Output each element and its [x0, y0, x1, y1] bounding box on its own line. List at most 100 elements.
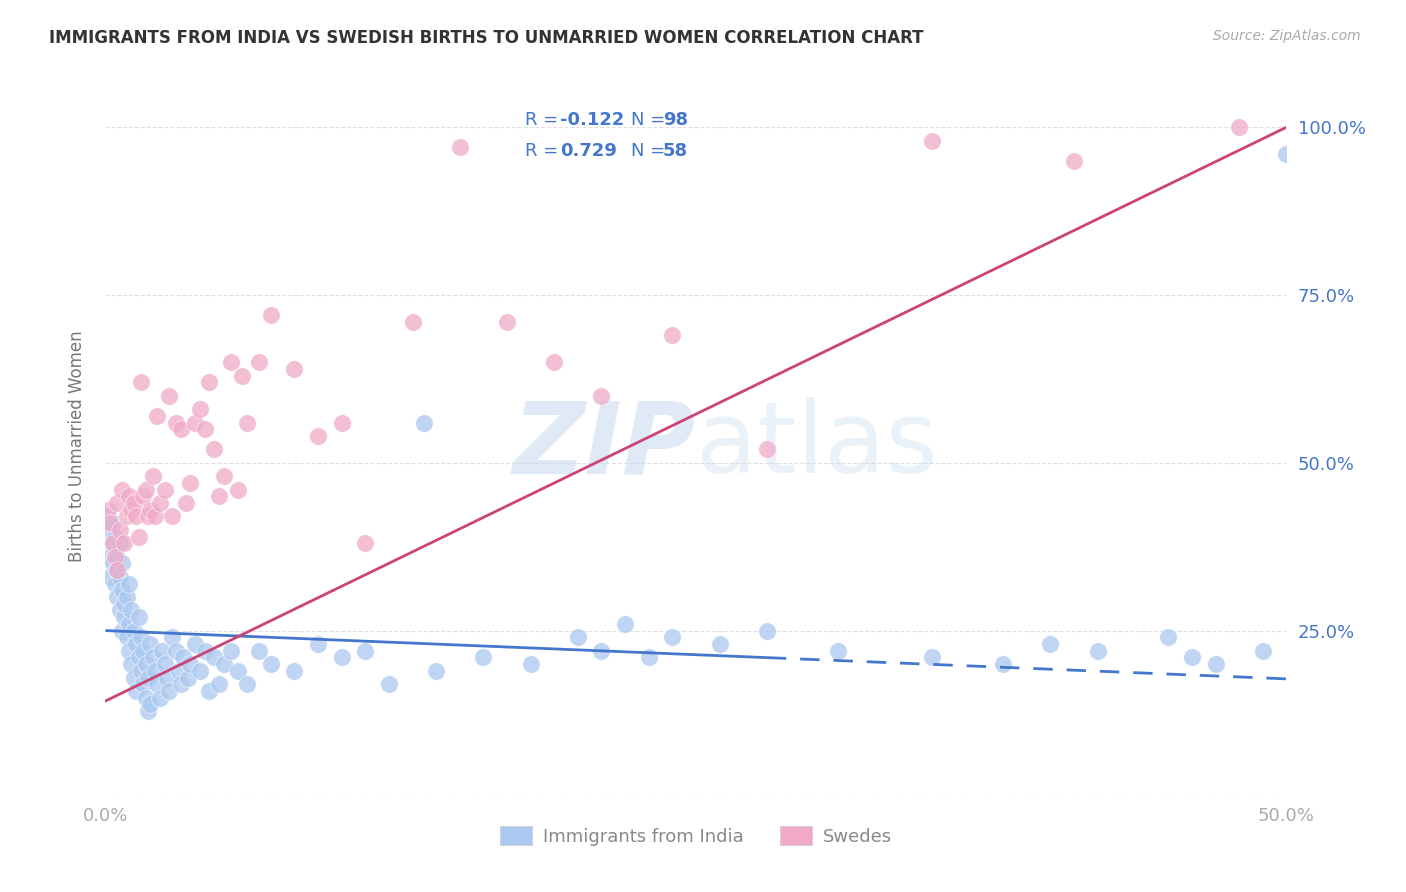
Point — [591, 643, 613, 657]
Point — [108, 523, 131, 537]
Point — [120, 502, 142, 516]
Point — [136, 704, 159, 718]
Point — [98, 549, 121, 564]
Point — [135, 483, 157, 497]
Point — [111, 624, 134, 638]
Point — [1251, 643, 1274, 657]
Point — [202, 650, 225, 665]
Point — [160, 630, 183, 644]
Text: atlas: atlas — [696, 398, 938, 494]
Point — [413, 416, 436, 430]
Point — [827, 643, 849, 657]
Point — [105, 563, 128, 577]
Point — [661, 630, 683, 644]
Point — [208, 489, 231, 503]
Point — [184, 416, 207, 430]
Point — [307, 429, 329, 443]
Point — [226, 664, 249, 678]
Point — [198, 376, 221, 390]
Y-axis label: Births to Unmarried Women: Births to Unmarried Women — [67, 330, 86, 562]
Point — [111, 483, 134, 497]
Point — [236, 677, 259, 691]
Point — [104, 530, 127, 544]
Point — [202, 442, 225, 457]
Point — [139, 698, 162, 712]
Point — [260, 308, 283, 322]
Point — [219, 355, 242, 369]
Text: 98: 98 — [662, 112, 688, 129]
Legend: Immigrants from India, Swedes: Immigrants from India, Swedes — [492, 818, 900, 853]
Point — [194, 643, 217, 657]
Point — [709, 637, 731, 651]
Point — [247, 355, 270, 369]
Point — [156, 671, 179, 685]
Point — [519, 657, 541, 672]
Point — [401, 315, 423, 329]
Point — [425, 664, 447, 678]
Text: N =: N = — [631, 112, 671, 129]
Point — [179, 657, 201, 672]
Text: -0.122: -0.122 — [560, 112, 624, 129]
Text: R =: R = — [524, 112, 564, 129]
Point — [97, 536, 120, 550]
Point — [115, 630, 138, 644]
Point — [136, 671, 159, 685]
Point — [1205, 657, 1227, 672]
Point — [1087, 643, 1109, 657]
Text: 0.729: 0.729 — [560, 142, 617, 160]
Point — [283, 361, 305, 376]
Point — [378, 677, 401, 691]
Point — [567, 630, 589, 644]
Point — [139, 502, 162, 516]
Point — [991, 657, 1014, 672]
Point — [1039, 637, 1062, 651]
Point — [120, 657, 142, 672]
Point — [115, 590, 138, 604]
Point — [104, 576, 127, 591]
Text: ZIP: ZIP — [513, 398, 696, 494]
Point — [118, 616, 141, 631]
Point — [122, 671, 145, 685]
Point — [98, 516, 121, 531]
Point — [184, 637, 207, 651]
Point — [142, 469, 165, 483]
Point — [143, 509, 166, 524]
Point — [136, 509, 159, 524]
Point — [174, 496, 197, 510]
Point — [101, 557, 124, 571]
Text: IMMIGRANTS FROM INDIA VS SWEDISH BIRTHS TO UNMARRIED WOMEN CORRELATION CHART: IMMIGRANTS FROM INDIA VS SWEDISH BIRTHS … — [49, 29, 924, 46]
Point — [661, 328, 683, 343]
Point — [165, 416, 187, 430]
Point — [129, 376, 152, 390]
Point — [157, 684, 180, 698]
Point — [139, 637, 162, 651]
Point — [105, 563, 128, 577]
Point — [236, 416, 259, 430]
Point — [591, 389, 613, 403]
Point — [1157, 630, 1180, 644]
Point — [149, 496, 172, 510]
Point — [125, 509, 148, 524]
Point — [120, 603, 142, 617]
Point — [98, 523, 121, 537]
Point — [118, 643, 141, 657]
Point — [125, 684, 148, 698]
Point — [194, 422, 217, 436]
Point — [143, 664, 166, 678]
Point — [122, 624, 145, 638]
Point — [118, 576, 141, 591]
Point — [1275, 147, 1298, 161]
Point — [219, 643, 242, 657]
Point — [170, 422, 193, 436]
Point — [135, 690, 157, 705]
Point — [132, 677, 155, 691]
Point — [104, 543, 127, 558]
Point — [1227, 120, 1250, 135]
Point — [105, 549, 128, 564]
Point — [260, 657, 283, 672]
Point — [1181, 650, 1204, 665]
Point — [128, 610, 150, 624]
Point — [307, 637, 329, 651]
Point — [165, 643, 187, 657]
Point — [108, 570, 131, 584]
